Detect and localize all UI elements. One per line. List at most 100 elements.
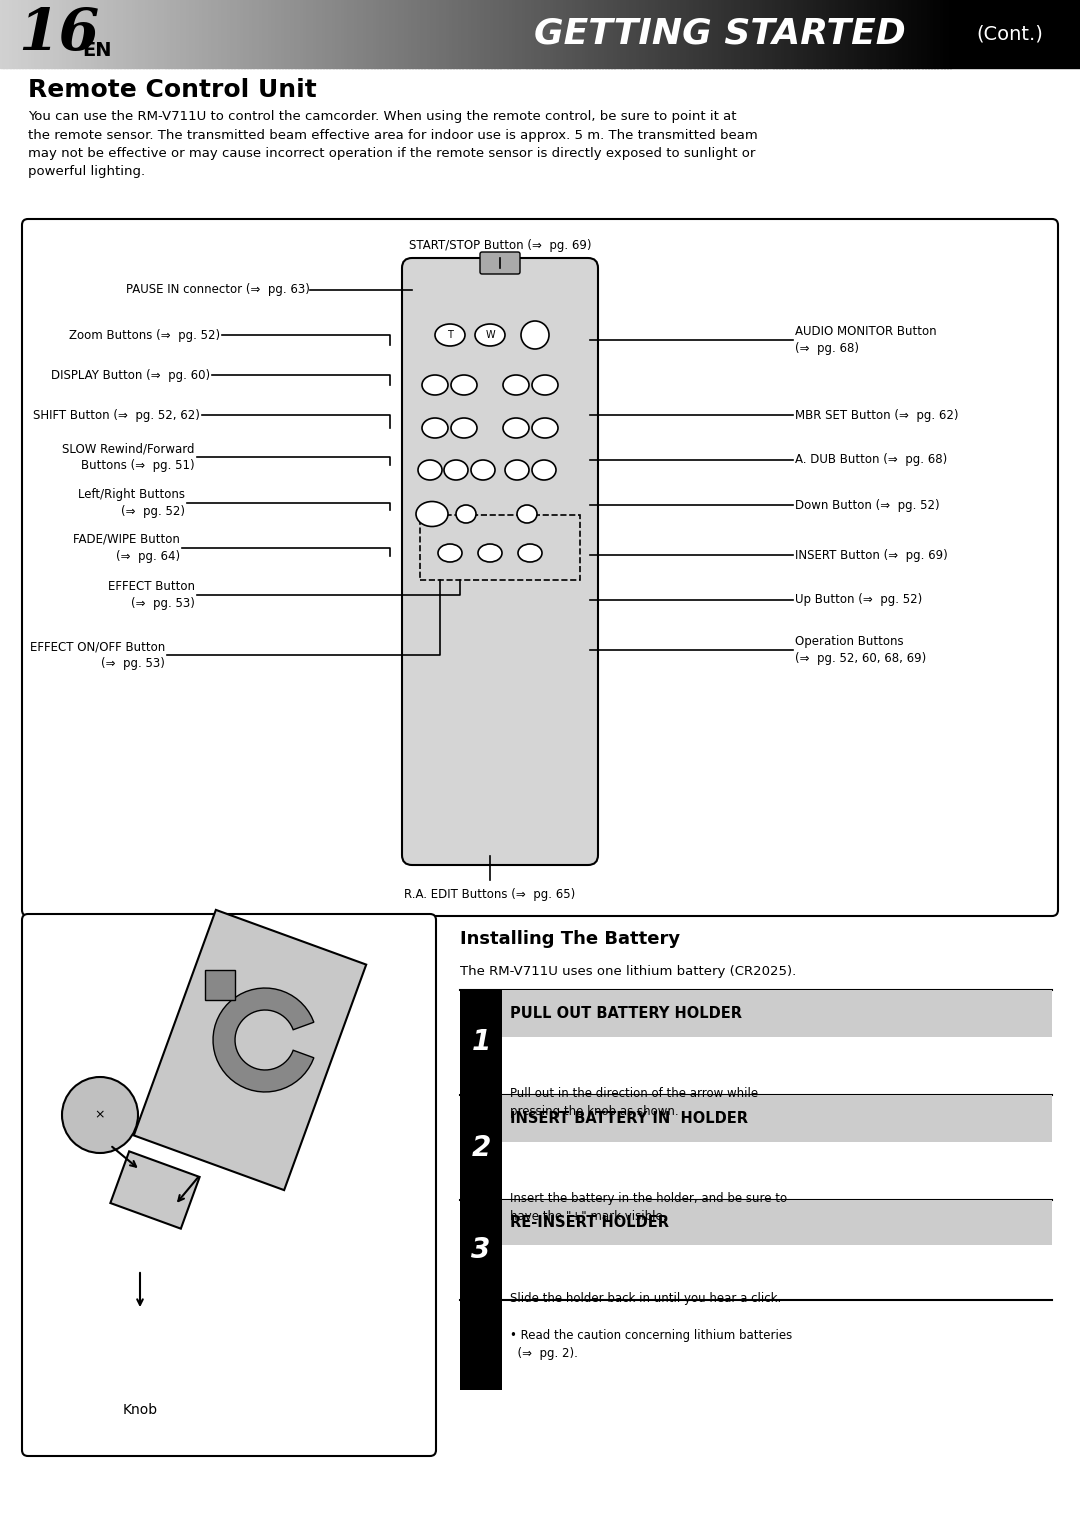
Bar <box>595 0 599 67</box>
Bar <box>513 0 517 67</box>
Bar <box>744 0 748 67</box>
Ellipse shape <box>478 544 502 563</box>
Bar <box>538 0 542 67</box>
Bar <box>336 0 340 67</box>
Text: GETTING STARTED: GETTING STARTED <box>535 17 906 51</box>
Bar <box>465 0 470 67</box>
Bar <box>497 0 501 67</box>
Bar <box>349 0 352 67</box>
Circle shape <box>62 1078 138 1153</box>
Text: • Read the caution concerning lithium batteries
  (⇒  pg. 2).: • Read the caution concerning lithium ba… <box>510 1329 793 1360</box>
Bar <box>114 0 118 67</box>
Bar <box>120 0 124 67</box>
Bar <box>934 0 939 67</box>
Bar <box>716 0 720 67</box>
Ellipse shape <box>517 504 537 523</box>
Bar <box>944 0 948 67</box>
Text: INSERT Button (⇒  pg. 69): INSERT Button (⇒ pg. 69) <box>795 549 948 561</box>
Bar <box>639 0 644 67</box>
Bar <box>500 0 504 67</box>
Bar <box>310 0 314 67</box>
Bar <box>434 0 438 67</box>
Bar <box>665 0 670 67</box>
Bar <box>44 0 49 67</box>
Bar <box>279 0 283 67</box>
Bar <box>570 0 575 67</box>
Bar <box>836 0 840 67</box>
Bar <box>136 0 140 67</box>
Text: PAUSE IN connector (⇒  pg. 63): PAUSE IN connector (⇒ pg. 63) <box>126 284 310 296</box>
Ellipse shape <box>456 504 476 523</box>
Bar <box>529 0 534 67</box>
Text: Left/Right Buttons
(⇒  pg. 52): Left/Right Buttons (⇒ pg. 52) <box>78 487 185 518</box>
Bar <box>519 0 524 67</box>
Bar <box>282 0 286 67</box>
Bar <box>210 0 213 67</box>
Bar <box>197 0 201 67</box>
Bar <box>767 0 770 67</box>
Bar <box>123 0 127 67</box>
Bar <box>662 0 666 67</box>
Bar <box>618 0 622 67</box>
Bar <box>719 0 723 67</box>
Ellipse shape <box>475 323 505 346</box>
Circle shape <box>521 320 549 350</box>
Bar <box>801 0 806 67</box>
Text: 1: 1 <box>471 1029 490 1056</box>
Bar <box>152 0 157 67</box>
Bar <box>808 0 812 67</box>
Bar <box>510 0 514 67</box>
Bar <box>855 0 860 67</box>
Bar <box>950 0 1080 67</box>
Bar <box>295 0 299 67</box>
Bar <box>788 0 793 67</box>
Bar <box>472 0 476 67</box>
Bar <box>532 0 536 67</box>
Bar <box>814 0 818 67</box>
Bar <box>859 0 862 67</box>
Bar <box>710 0 714 67</box>
Bar <box>890 0 894 67</box>
Bar <box>462 0 467 67</box>
Bar <box>184 0 188 67</box>
Bar <box>906 0 909 67</box>
Bar <box>887 0 891 67</box>
Bar <box>811 0 814 67</box>
Ellipse shape <box>451 419 477 438</box>
Bar <box>133 0 137 67</box>
Bar <box>478 0 483 67</box>
Bar <box>272 0 276 67</box>
Bar <box>659 0 663 67</box>
Bar <box>38 0 42 67</box>
Bar <box>393 0 396 67</box>
Bar <box>405 0 409 67</box>
Bar <box>251 0 254 67</box>
Bar <box>171 0 175 67</box>
Bar <box>846 0 850 67</box>
Bar <box>523 0 527 67</box>
Bar <box>573 0 578 67</box>
Text: You can use the RM-V711U to control the camcorder. When using the remote control: You can use the RM-V711U to control the … <box>28 110 758 178</box>
Text: SHIFT Button (⇒  pg. 52, 62): SHIFT Button (⇒ pg. 52, 62) <box>33 408 200 422</box>
Bar <box>82 0 86 67</box>
Bar <box>475 0 480 67</box>
Bar <box>203 0 207 67</box>
Bar <box>494 0 498 67</box>
Bar <box>418 0 422 67</box>
Bar <box>164 0 168 67</box>
Text: Slide the holder back in until you hear a click.: Slide the holder back in until you hear … <box>510 1292 781 1305</box>
Text: T: T <box>447 330 453 340</box>
Bar <box>852 0 856 67</box>
Bar <box>551 0 555 67</box>
Bar <box>741 0 745 67</box>
Bar <box>820 0 824 67</box>
Ellipse shape <box>435 323 465 346</box>
Polygon shape <box>110 1151 200 1228</box>
Bar <box>431 0 435 67</box>
FancyBboxPatch shape <box>22 914 436 1456</box>
Bar <box>89 0 93 67</box>
Bar <box>326 0 330 67</box>
Bar <box>346 0 349 67</box>
Bar <box>826 0 831 67</box>
Bar <box>139 0 144 67</box>
